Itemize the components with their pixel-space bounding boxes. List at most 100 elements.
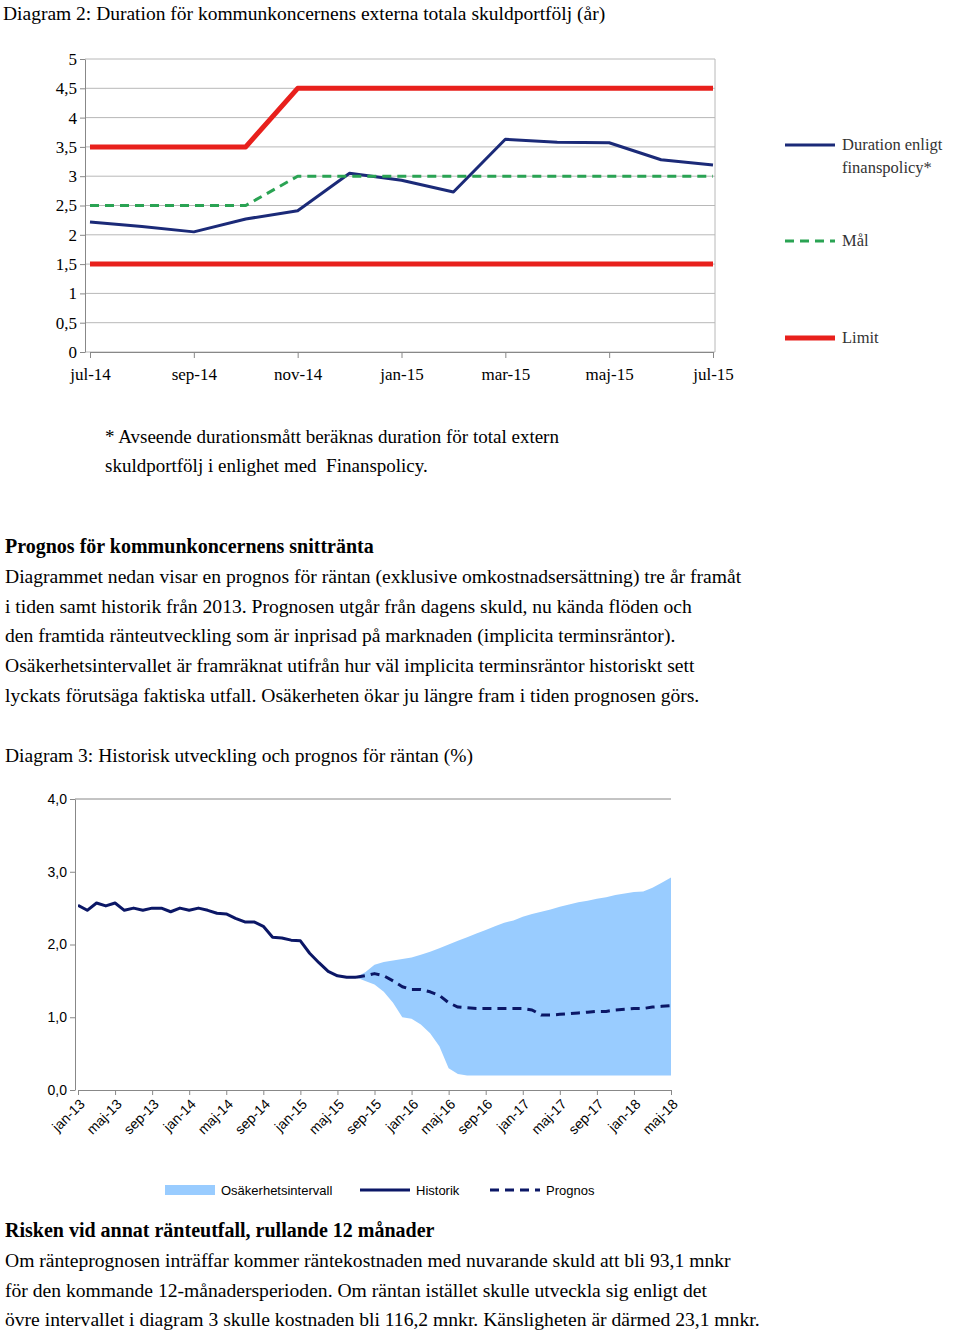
tick-mark [486, 1090, 487, 1095]
plot-frame [75, 799, 671, 800]
x-tick: maj-14 [194, 1090, 236, 1137]
y-axis: 00,511,522,533,544,55 [56, 50, 86, 362]
chart-title: Diagram 3: Historisk utveckling och prog… [5, 745, 473, 767]
tick-mark [80, 323, 85, 324]
tick-label: mar-15 [481, 365, 530, 384]
y-tick: 0 [69, 343, 86, 362]
x-tick: nov-14 [274, 352, 323, 384]
legend-label: Osäkerhetsintervall [221, 1183, 332, 1198]
tick-mark [713, 352, 714, 358]
tick-mark [609, 352, 610, 358]
tick-label: maj-13 [83, 1096, 125, 1138]
tick-mark [152, 1090, 153, 1095]
tick-mark [70, 1017, 75, 1018]
y-tick: 4,5 [56, 79, 85, 98]
legend-label: Mål [842, 231, 869, 250]
x-tick: maj-17 [528, 1090, 570, 1137]
plot-frame [715, 59, 716, 352]
legend-item: Osäkerhetsintervall [165, 1183, 332, 1198]
tick-mark [226, 1090, 227, 1095]
tick-label: sep-14 [231, 1096, 273, 1138]
tick-mark [300, 1090, 301, 1095]
grid-line [85, 264, 715, 265]
paragraph-line: Osäkerhetsintervallet är framräknat utif… [5, 655, 695, 676]
x-tick: jan-18 [604, 1090, 644, 1135]
paragraph-line: Om ränteprognosen inträffar kommer ränte… [5, 1250, 731, 1271]
tick-mark [70, 1090, 75, 1091]
tick-mark [115, 1090, 116, 1095]
paragraph-line: Diagrammet nedan visar en prognos för rä… [5, 566, 742, 588]
x-tick: jan-14 [159, 1090, 199, 1135]
tick-mark [402, 352, 403, 358]
tick-label: maj-15 [306, 1096, 348, 1138]
legend-swatch [785, 144, 835, 147]
x-tick: sep-13 [120, 1090, 162, 1137]
series-line [90, 262, 713, 267]
tick-mark [70, 945, 75, 946]
tick-mark [560, 1090, 561, 1095]
tick-mark [597, 1090, 598, 1095]
series-line [78, 903, 356, 977]
tick-label: jan-15 [379, 365, 423, 384]
tick-mark [523, 1090, 524, 1095]
page-canvas: Diagram 2: Duration för kommunkoncernens… [0, 0, 960, 1334]
section-heading: Risken vid annat ränteutfall, rullande 1… [5, 1219, 435, 1241]
x-tick: jul-14 [69, 352, 111, 384]
tick-mark [70, 872, 75, 873]
x-tick: jul-15 [692, 352, 734, 384]
tick-mark [80, 118, 85, 119]
chart-1: Diagram 2: Duration för kommunkoncernens… [3, 3, 943, 384]
paragraph-line: den framtida ränteutveckling som är inpr… [5, 625, 675, 647]
tick-label: sep-15 [343, 1096, 385, 1138]
x-tick: mar-15 [481, 352, 530, 384]
chart-2: Diagram 3: Historisk utveckling och prog… [5, 745, 681, 1198]
grid-line [85, 293, 715, 294]
x-tick: maj-15 [306, 1090, 348, 1137]
y-tick: 2,0 [48, 936, 75, 952]
tick-label: 4 [69, 109, 78, 128]
page: Diagram 2: Duration för kommunkoncernens… [0, 0, 960, 1334]
y-tick: 1 [69, 284, 86, 303]
tick-label: 1,5 [56, 255, 77, 274]
tick-mark [412, 1090, 413, 1095]
tick-label: maj-15 [586, 365, 634, 384]
y-tick: 5 [69, 50, 86, 69]
x-tick: sep-17 [565, 1090, 607, 1137]
tick-mark [80, 176, 85, 177]
y-tick: 2 [69, 226, 86, 245]
tick-label: 3,5 [56, 138, 77, 157]
paragraph-line: övre intervallet i diagram 3 skulle kost… [5, 1309, 760, 1330]
axis-line [75, 800, 76, 1091]
x-tick: maj-13 [83, 1090, 125, 1137]
paragraph-line: för den kommande 12-månadersperioden. Om… [5, 1280, 707, 1301]
legend: Duration enligtfinanspolicy*MålLimit [785, 135, 943, 347]
series-line [90, 176, 713, 205]
legend-label: Historik [416, 1183, 460, 1198]
chart-title: Diagram 2: Duration för kommunkoncernens… [3, 3, 605, 25]
legend-swatch [165, 1185, 215, 1195]
tick-label: 0,5 [56, 314, 77, 333]
tick-label: 4,5 [56, 79, 77, 98]
x-tick: jan-15 [271, 1090, 311, 1135]
tick-mark [80, 206, 85, 207]
y-tick: 1,5 [56, 255, 85, 274]
x-tick: sep-14 [172, 352, 218, 384]
tick-label: jan-18 [604, 1096, 644, 1136]
tick-label: 3,0 [48, 864, 68, 880]
tick-label: 2,0 [48, 936, 68, 952]
y-tick: 4,0 [48, 791, 75, 807]
tick-label: 1,0 [48, 1009, 68, 1025]
tick-mark [90, 352, 91, 358]
paragraph-line: lyckats förutsäga faktiska utfall. Osäke… [5, 685, 699, 706]
tick-mark [70, 799, 75, 800]
tick-label: sep-13 [120, 1096, 162, 1138]
x-tick: sep-14 [231, 1090, 273, 1137]
series-line [90, 139, 713, 232]
tick-label: 0 [69, 343, 78, 362]
x-axis: jul-14 sep-14 nov-14 jan-15 mar-15 maj-15 jul-… [69, 352, 734, 384]
tick-label: sep-16 [454, 1096, 496, 1138]
axis-line [85, 60, 86, 353]
tick-label: jul-14 [69, 365, 111, 384]
x-tick: jan-15 [379, 352, 423, 384]
tick-mark [375, 1090, 376, 1095]
